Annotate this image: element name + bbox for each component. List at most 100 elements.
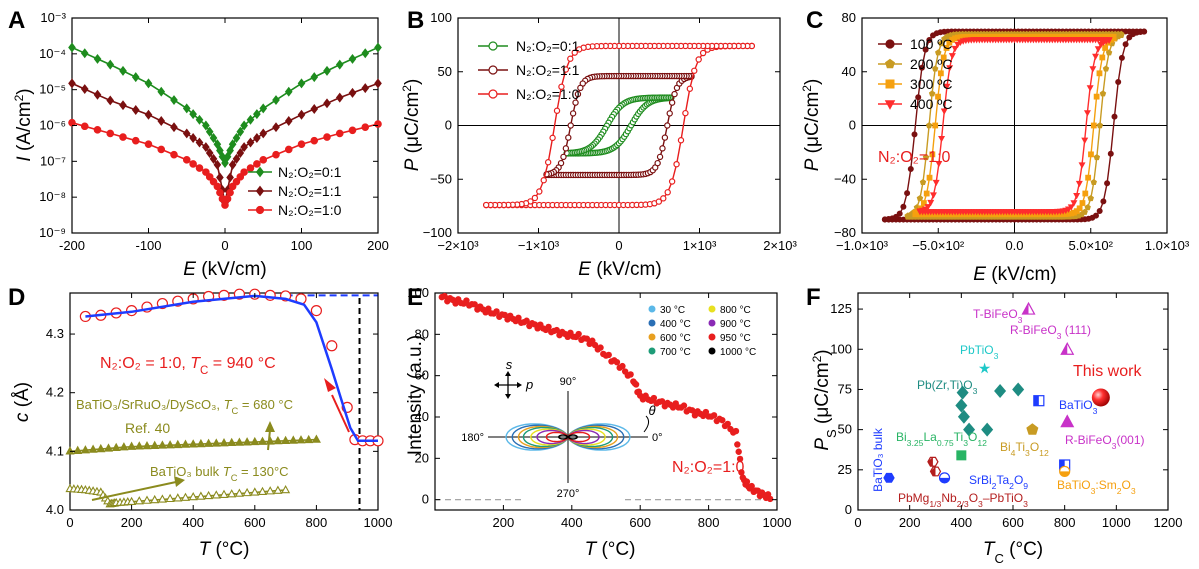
data-point	[134, 441, 144, 450]
point-16-fill	[1059, 471, 1070, 477]
data-point	[323, 133, 331, 141]
arrowhead-olive-2	[174, 476, 185, 487]
loop-point	[938, 135, 946, 143]
loop-point	[929, 151, 936, 158]
y-tick-label: 0	[849, 118, 856, 133]
data-point	[213, 159, 222, 170]
loop-point	[1105, 49, 1113, 56]
data-point	[173, 439, 183, 449]
data-point	[170, 150, 178, 159]
panel-f-xlabel: TC (°C)	[983, 539, 1043, 566]
y-tick-label: 4.3	[46, 326, 64, 341]
data-point	[710, 412, 718, 419]
data-point	[182, 103, 191, 114]
panel-d-xlabel: T (°C)	[199, 539, 250, 560]
data-point	[205, 148, 214, 158]
data-point	[234, 437, 244, 446]
y-tick-label: 125	[830, 301, 852, 316]
y-tick-label: −100	[423, 225, 452, 240]
y-tick-label: 0	[845, 502, 852, 517]
data-point	[205, 173, 214, 181]
loop-point	[926, 36, 933, 43]
point-6	[1012, 382, 1025, 397]
loop-point	[1079, 200, 1086, 206]
legend-label: N₂:O₂=1:1	[516, 62, 580, 78]
polar-label-0: 0°	[652, 432, 663, 444]
loop-point	[1073, 193, 1081, 200]
data-point	[219, 438, 229, 447]
legend-marker	[885, 58, 895, 69]
loop-point	[916, 208, 924, 215]
data-point	[471, 301, 478, 308]
legend-marker	[885, 39, 895, 49]
data-point	[361, 48, 370, 59]
x-tick-label: 200	[493, 515, 515, 530]
loop-point	[574, 90, 582, 98]
data-point	[545, 323, 552, 331]
loop-point	[699, 49, 707, 57]
loop-point	[948, 53, 956, 60]
data-point	[734, 441, 741, 448]
loop-point	[1102, 45, 1109, 51]
x-tick-label: 0	[66, 515, 73, 530]
loop-point	[943, 83, 951, 91]
x-tick-label: 400	[561, 515, 583, 530]
loop-point	[567, 122, 574, 129]
loop-point	[655, 198, 663, 205]
label-bit: Bi4Ti3O12	[1000, 440, 1049, 458]
panel-b: B N₂:O₂=0:1 N₂:O₂=1:1 N₂:O₂=1:0 −2×10³ −1×1…	[400, 7, 797, 280]
data-point	[232, 133, 241, 143]
panel-b-ticks: −2×10³ −1×10³ 0 1×10³ 2×10³ −100 −50 0 50 100	[423, 10, 798, 253]
data-point	[223, 195, 232, 203]
polar-legend-label: 950 °C	[720, 333, 751, 344]
panel-a-marks: N₂:O₂=0:1 N₂:O₂=1:1 N₂:O₂=1:0	[68, 42, 382, 218]
panel-e-label: E	[407, 284, 423, 311]
data-point	[253, 109, 261, 120]
data-point	[80, 122, 89, 131]
polar-label-270: 270°	[557, 488, 580, 500]
data-point	[144, 109, 153, 120]
x-tick-label: 800	[306, 515, 328, 530]
axis-label-p: p	[525, 377, 533, 392]
loop-point	[904, 212, 911, 219]
polar-legend-marker	[648, 305, 656, 313]
annotation-olive-1: BaTiO₃/SrRuO₃/DyScO₃, TC = 680 °C	[76, 397, 293, 416]
point-11-fill	[939, 477, 950, 483]
data-point	[189, 133, 197, 143]
loop-point	[549, 134, 556, 142]
loop-point	[659, 145, 666, 152]
data-point	[310, 72, 319, 83]
loop-point	[656, 153, 664, 161]
loop-point	[661, 134, 669, 141]
data-point	[281, 484, 291, 494]
arrowhead-s-up	[505, 371, 511, 376]
data-point	[463, 297, 470, 304]
point-10	[1026, 423, 1039, 435]
x-tick-label: 0	[615, 238, 622, 253]
data-point	[227, 489, 237, 498]
data-point	[257, 436, 268, 445]
x-tick-label: 0	[221, 238, 228, 253]
arrowhead-red	[324, 378, 336, 392]
data-point	[170, 122, 178, 133]
data-point	[374, 42, 382, 53]
data-point	[150, 440, 160, 449]
annotation-ref: Ref. 40	[125, 420, 170, 436]
data-point	[273, 485, 283, 494]
loop-point	[1087, 194, 1094, 202]
data-point	[288, 435, 298, 444]
x-tick-label: -200	[59, 238, 85, 253]
point-0	[883, 472, 895, 483]
data-point	[441, 292, 448, 300]
data-point	[188, 491, 198, 501]
loop-point	[1118, 54, 1125, 61]
loop-point	[946, 65, 954, 72]
legend-label: N₂:O₂=1:0	[278, 202, 342, 218]
data-point	[738, 469, 745, 476]
loop-point	[941, 35, 948, 42]
y-tick-label: 10⁻³	[40, 10, 66, 25]
data-point	[348, 126, 357, 135]
data-point	[202, 168, 210, 176]
legend-marker	[255, 205, 265, 215]
data-point	[134, 496, 144, 505]
